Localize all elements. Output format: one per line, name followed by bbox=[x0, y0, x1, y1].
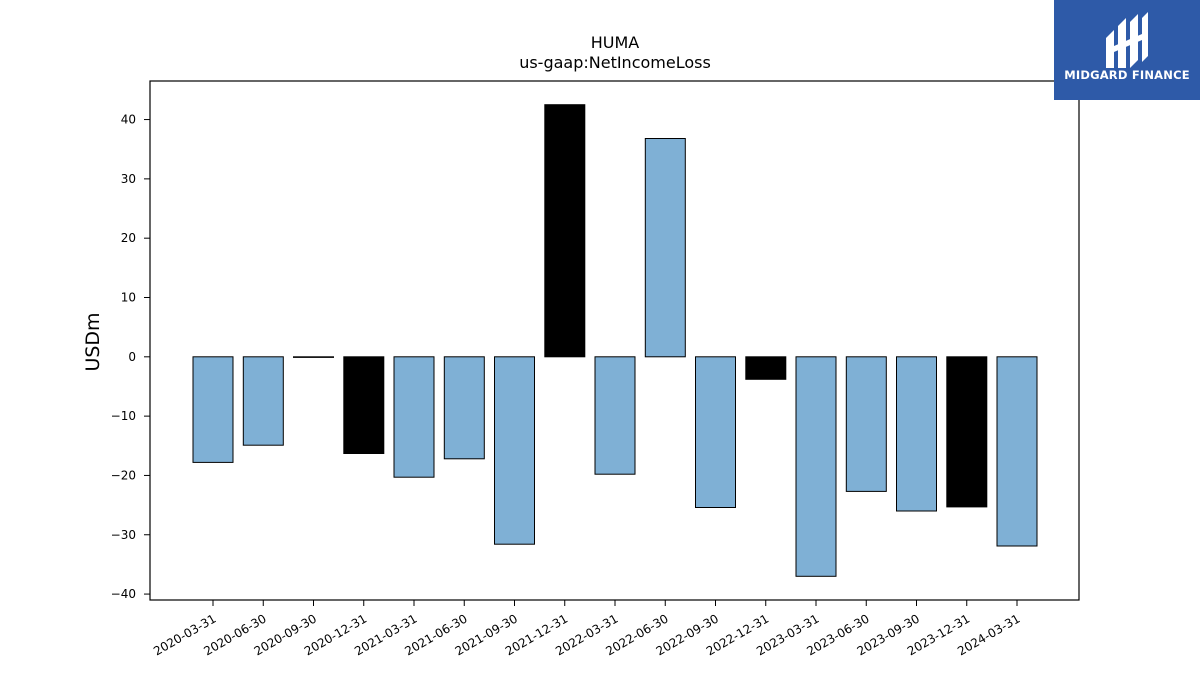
y-axis-ticks: 40 30 20 10 0 −10 −20 −30 −40 bbox=[111, 113, 150, 601]
chart-subtitle: us-gaap:NetIncomeLoss bbox=[519, 53, 711, 72]
y-axis-label: USDm bbox=[82, 312, 104, 371]
y-tick-label: 30 bbox=[121, 172, 136, 186]
plot-frame bbox=[149, 80, 1080, 601]
bar-2022-09-30 bbox=[695, 356, 736, 508]
x-axis-ticks: 2020-03-312020-06-302020-09-302020-12-31… bbox=[151, 600, 1023, 658]
midgard-logo-icon bbox=[1106, 12, 1148, 68]
chart-title: HUMA bbox=[591, 33, 640, 52]
bar-2021-09-30 bbox=[494, 356, 535, 545]
bar-group bbox=[192, 104, 1038, 577]
y-tick-label: −20 bbox=[111, 468, 136, 482]
bar-2023-09-30 bbox=[896, 356, 937, 512]
bar-2020-09-30 bbox=[293, 356, 334, 358]
bar-2020-12-31 bbox=[343, 356, 385, 454]
y-tick-label: −40 bbox=[111, 587, 136, 601]
bar-2020-06-30 bbox=[242, 356, 284, 446]
bar-2021-03-31 bbox=[393, 356, 435, 478]
y-tick-label: 20 bbox=[121, 231, 136, 245]
y-tick-label: −10 bbox=[111, 409, 136, 423]
y-tick-label: 40 bbox=[121, 113, 136, 127]
bar-2023-12-31 bbox=[946, 356, 988, 508]
bar-2022-06-30 bbox=[644, 138, 686, 358]
bar-2021-12-31 bbox=[544, 104, 586, 358]
bar-2021-06-30 bbox=[443, 356, 485, 460]
bar-2024-03-31 bbox=[996, 356, 1038, 547]
y-tick-label: 10 bbox=[121, 290, 136, 304]
bar-2023-06-30 bbox=[845, 356, 887, 492]
bar-2022-12-31 bbox=[745, 356, 787, 380]
logo-text: MIDGARD FINANCE bbox=[1064, 68, 1190, 82]
midgard-finance-logo: MIDGARD FINANCE bbox=[1054, 0, 1200, 100]
bar-2023-03-31 bbox=[795, 356, 837, 577]
bar-2020-03-31 bbox=[192, 356, 234, 463]
bar-2022-03-31 bbox=[594, 356, 636, 475]
y-tick-label: 0 bbox=[128, 350, 136, 364]
y-tick-label: −30 bbox=[111, 528, 136, 542]
